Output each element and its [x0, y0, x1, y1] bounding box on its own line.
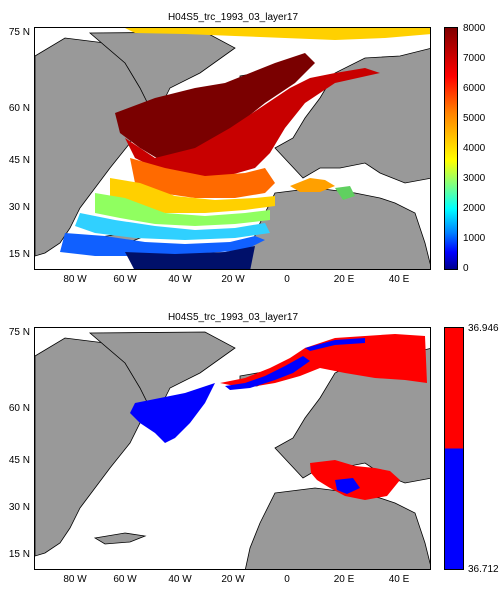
map1-xtick-20e: 20 E: [333, 274, 355, 285]
field-dark-blue: [125, 246, 255, 269]
map2-xtick-20e: 20 E: [333, 574, 355, 585]
map1-cbtick-7000: 7000: [463, 53, 486, 64]
greenland-land: [88, 331, 236, 419]
region-blue-labrador: [130, 383, 215, 443]
map2-xtick-20w: 20 W: [221, 574, 245, 585]
map2-ytick-75: 75 N: [8, 327, 30, 338]
map2-cbtick-bottom: 36.712: [468, 564, 499, 575]
caribbean-land: [93, 532, 147, 545]
map2-colorbar: [444, 327, 464, 570]
field-cyan: [75, 213, 270, 240]
region-blue-arctic-edge: [305, 338, 365, 351]
map1-cbtick-5000: 5000: [463, 113, 486, 124]
map1-xtick-0: 0: [284, 274, 290, 285]
map1-xtick-20w: 20 W: [221, 274, 245, 285]
region-blue-mediterranean: [335, 478, 360, 494]
map1-xtick-80w: 80 W: [63, 274, 87, 285]
field-yellow: [110, 178, 275, 213]
field-med-orange: [290, 178, 335, 192]
map2-xtick-0: 0: [284, 574, 290, 585]
map1-title: H04S5_trc_1993_03_layer17: [167, 12, 299, 23]
map1-cbtick-0: 0: [463, 263, 469, 274]
map2-title: H04S5_trc_1993_03_layer17: [167, 312, 299, 323]
map1-cbtick-4000: 4000: [463, 143, 486, 154]
region-blue-norwegian-edge: [225, 356, 310, 390]
map2-cbtick-top: 36.946: [468, 323, 499, 334]
field-green: [95, 193, 270, 226]
map1-cbtick-6000: 6000: [463, 83, 486, 94]
map2-ytick-30: 30 N: [8, 502, 30, 513]
field-med-green: [335, 186, 355, 200]
map1-ytick-30: 30 N: [8, 202, 30, 213]
field-arctic-yellow: [125, 28, 430, 40]
map1-xtick-40w: 40 W: [168, 274, 192, 285]
europe-land: [274, 48, 430, 184]
map2-ytick-60: 60 N: [8, 403, 30, 414]
map2-xtick-60w: 60 W: [113, 574, 137, 585]
map1-ytick-45: 45 N: [8, 155, 30, 166]
field-blue: [60, 233, 265, 256]
field-red: [125, 68, 380, 178]
map2-xtick-80w: 80 W: [63, 574, 87, 585]
map2-panel: [34, 327, 431, 570]
map1-cbtick-8000: 8000: [463, 23, 486, 34]
africa-land: [245, 487, 430, 569]
map2-ytick-45: 45 N: [8, 455, 30, 466]
field-dark-red: [115, 53, 315, 163]
map1-cbtick-3000: 3000: [463, 173, 486, 184]
map1-ytick-75: 75 N: [8, 27, 30, 38]
map1-ytick-15: 15 N: [8, 249, 30, 260]
map2-ytick-15: 15 N: [8, 549, 30, 560]
map1-xtick-60w: 60 W: [113, 274, 137, 285]
map2-svg: [35, 331, 430, 569]
greenland-land: [88, 31, 236, 119]
region-red-mediterranean: [310, 460, 400, 500]
map1-ytick-60: 60 N: [8, 103, 30, 114]
map1-cbtick-1000: 1000: [463, 233, 486, 244]
map1-colorbar: [444, 27, 458, 270]
map1-xtick-40e: 40 E: [388, 274, 410, 285]
map2-xtick-40e: 40 E: [388, 574, 410, 585]
map1-svg: [35, 28, 430, 269]
map1-panel: [34, 27, 431, 270]
map1-cbtick-2000: 2000: [463, 203, 486, 214]
field-orange: [130, 158, 275, 198]
map2-xtick-40w: 40 W: [168, 574, 192, 585]
